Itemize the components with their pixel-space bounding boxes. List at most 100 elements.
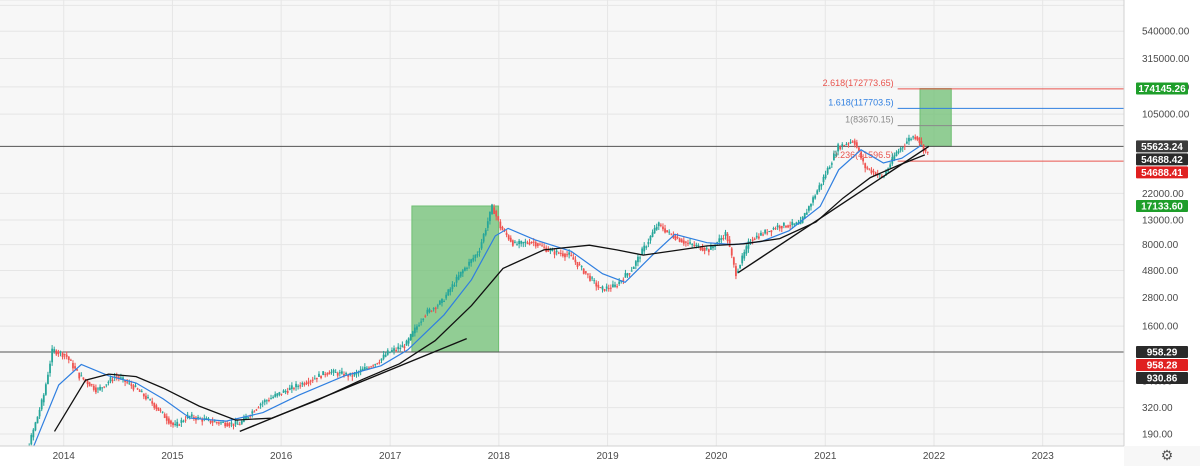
trendline[interactable] [738, 146, 929, 272]
candle-body [693, 245, 695, 246]
candle-body [483, 234, 485, 242]
candle-body [164, 414, 166, 418]
candle-body [854, 141, 856, 145]
candle-body [495, 211, 497, 217]
candle-body [447, 290, 449, 296]
candle-body [862, 158, 864, 161]
candle-body [823, 177, 825, 182]
candle-body [224, 423, 226, 426]
candle-body [185, 420, 187, 421]
candle-body [308, 382, 310, 384]
candle-body [172, 423, 174, 425]
candle-body [871, 170, 873, 173]
candle-body [414, 328, 416, 334]
price-badge-label: 17133.60 [1141, 201, 1183, 212]
candle-body [32, 430, 34, 438]
candle-body [589, 276, 591, 281]
candle-body [253, 412, 255, 413]
price-badge-label: 930.86 [1147, 374, 1178, 385]
candle-body [639, 257, 641, 258]
candle-body [691, 244, 693, 245]
candle-body [485, 230, 487, 235]
candle-body [681, 239, 683, 242]
candle-body [126, 382, 128, 383]
candle-body [101, 387, 103, 388]
price-badge-label: 958.28 [1147, 361, 1178, 372]
projection-box[interactable] [920, 89, 951, 147]
candle-body [723, 238, 725, 239]
candle-body [868, 169, 870, 170]
candle-body [316, 378, 318, 379]
candle-body [310, 381, 312, 382]
y-tick-label: 105000.00 [1142, 110, 1190, 121]
candle-body [385, 355, 387, 357]
candle-body [927, 152, 929, 153]
candle-body [439, 301, 441, 305]
candle-body [151, 401, 153, 403]
candle-body [251, 411, 253, 413]
horizontal-levels [0, 146, 1124, 352]
candle-body [406, 341, 408, 346]
candle-body [514, 242, 516, 243]
candle-body [614, 285, 616, 287]
candle-body [695, 245, 697, 246]
candle-body [226, 423, 228, 426]
candle-body [787, 225, 789, 227]
candle-body [141, 391, 143, 392]
candle-body [268, 400, 270, 401]
x-tick-label: 2014 [53, 451, 76, 462]
candle-body [833, 154, 835, 161]
candle-body [627, 273, 629, 275]
candle-body [631, 271, 633, 272]
candle-body [541, 246, 543, 247]
price-badge-label: 958.29 [1147, 348, 1178, 359]
candle-body [577, 262, 579, 267]
candle-body [383, 355, 385, 359]
candle-body [93, 386, 95, 390]
candle-body [675, 236, 677, 240]
x-tick-label: 2017 [379, 451, 402, 462]
gear-icon[interactable]: ⚙ [1158, 446, 1176, 464]
candle-body [212, 421, 214, 422]
candle-body [180, 420, 182, 423]
candle-body [818, 185, 820, 190]
candle-body [762, 234, 764, 235]
candle-body [606, 287, 608, 289]
candle-body [30, 435, 32, 444]
candle-body [287, 391, 289, 393]
projection-box[interactable] [412, 206, 499, 352]
candle-body [216, 422, 218, 423]
price-badge-label: 174145.26 [1138, 84, 1186, 95]
fib-level-label: 2.618(172773.65) [823, 78, 894, 88]
candle-body [708, 249, 710, 252]
candle-body [87, 381, 89, 384]
candle-body [220, 422, 222, 423]
candle-body [531, 242, 533, 243]
candle-body [491, 205, 493, 215]
candle-body [47, 375, 49, 384]
candle-body [489, 212, 491, 221]
candle-body [743, 252, 745, 258]
candle-body [698, 245, 700, 246]
candle-body [391, 350, 393, 352]
y-tick-label: 2800.00 [1142, 293, 1179, 304]
candle-body [625, 273, 627, 278]
candle-body [768, 231, 770, 232]
price-badge: 54688.41 [1136, 166, 1188, 179]
candle-body [351, 376, 353, 377]
candle-body [856, 142, 858, 147]
candle-body [214, 421, 216, 422]
candle-body [829, 167, 831, 169]
candle-body [464, 268, 466, 271]
candle-body [374, 364, 376, 365]
candle-body [133, 385, 135, 389]
candle-body [718, 238, 720, 242]
candle-body [535, 242, 537, 246]
candle-body [395, 350, 397, 351]
candle-body [725, 232, 727, 236]
candle-body [741, 256, 743, 264]
candle-body [422, 319, 424, 320]
candle-body [873, 171, 875, 172]
